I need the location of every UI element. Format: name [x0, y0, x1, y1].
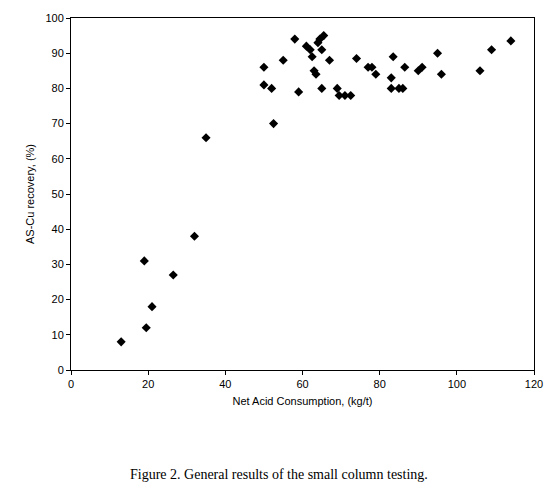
- svg-text:Figure 2. General results of t: Figure 2. General results of the small c…: [130, 467, 428, 482]
- svg-text:60: 60: [52, 153, 64, 165]
- svg-text:40: 40: [52, 223, 64, 235]
- svg-text:0: 0: [58, 364, 64, 376]
- svg-text:80: 80: [52, 82, 64, 94]
- svg-text:Net Acid Consumption, (kg/t): Net Acid Consumption, (kg/t): [232, 395, 372, 407]
- svg-text:20: 20: [52, 293, 64, 305]
- svg-text:100: 100: [45, 12, 63, 24]
- svg-text:10: 10: [52, 329, 64, 341]
- svg-text:70: 70: [52, 117, 64, 129]
- svg-text:120: 120: [525, 378, 543, 390]
- svg-text:60: 60: [296, 378, 308, 390]
- svg-text:40: 40: [219, 378, 231, 390]
- svg-text:30: 30: [52, 258, 64, 270]
- svg-text:AS-Cu recovery, (%): AS-Cu recovery, (%): [24, 144, 36, 244]
- svg-text:50: 50: [52, 188, 64, 200]
- svg-text:0: 0: [68, 378, 74, 390]
- svg-text:100: 100: [448, 378, 466, 390]
- svg-text:20: 20: [142, 378, 154, 390]
- svg-text:80: 80: [374, 378, 386, 390]
- svg-text:90: 90: [52, 47, 64, 59]
